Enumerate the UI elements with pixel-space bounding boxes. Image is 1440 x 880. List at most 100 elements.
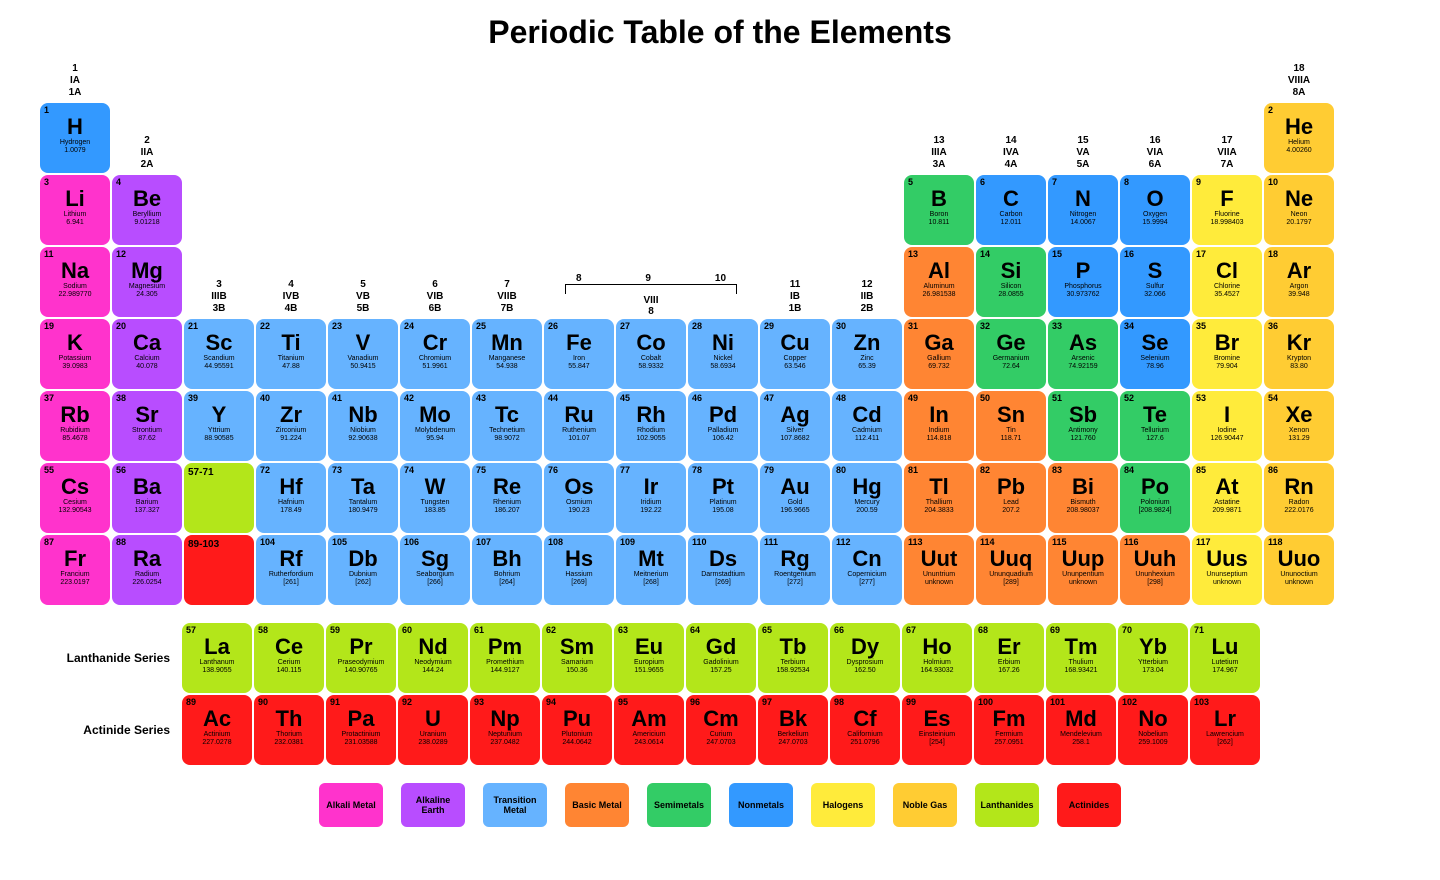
- element-name: Boron: [908, 211, 970, 219]
- element-Lr: 103LrLawrencium[262]: [1190, 695, 1260, 765]
- element-name: Plutonium: [546, 731, 608, 739]
- element-Eu: 63EuEuropium151.9655: [614, 623, 684, 693]
- element-symbol: Rf: [260, 548, 322, 570]
- element-symbol: Mn: [476, 332, 538, 354]
- series-label: Lanthanide Series: [40, 623, 180, 693]
- element-Uuh: 116UuhUnunhexium[298]: [1120, 535, 1190, 605]
- element-name: Silicon: [980, 283, 1042, 291]
- atomic-mass: 168.93421: [1050, 667, 1112, 675]
- atomic-mass: [298]: [1124, 579, 1186, 587]
- element-symbol: Cs: [44, 476, 106, 498]
- element-symbol: Uuo: [1268, 548, 1330, 570]
- element-symbol: Lu: [1194, 636, 1256, 658]
- element-symbol: Se: [1124, 332, 1186, 354]
- element-name: Lutetium: [1194, 659, 1256, 667]
- atomic-mass: 178.49: [260, 507, 322, 515]
- element-name: Francium: [44, 571, 106, 579]
- element-Re: 75ReRhenium186.207: [472, 463, 542, 533]
- element-name: Dysprosium: [834, 659, 896, 667]
- element-Ba: 56BaBarium137.327: [112, 463, 182, 533]
- element-Pb: 82PbLead207.2: [976, 463, 1046, 533]
- atomic-mass: 244.0642: [546, 739, 608, 747]
- element-symbol: Na: [44, 260, 106, 282]
- element-name: Nickel: [692, 355, 754, 363]
- element-Ce: 58CeCerium140.115: [254, 623, 324, 693]
- element-name: Oxygen: [1124, 211, 1186, 219]
- element-symbol: Fm: [978, 708, 1040, 730]
- element-symbol: Ge: [980, 332, 1042, 354]
- atomic-mass: [264]: [476, 579, 538, 587]
- atomic-mass: 47.88: [260, 363, 322, 371]
- element-symbol: Rh: [620, 404, 682, 426]
- atomic-mass: 74.92159: [1052, 363, 1114, 371]
- element-Ir: 77IrIridium192.22: [616, 463, 686, 533]
- element-name: Beryllium: [116, 211, 178, 219]
- element-Ra: 88RaRadium226.0254: [112, 535, 182, 605]
- element-Pt: 78PtPlatinum195.08: [688, 463, 758, 533]
- element-Ds: 110DsDarmstadtium[269]: [688, 535, 758, 605]
- element-name: Molybdenum: [404, 427, 466, 435]
- element-Tb: 65TbTerbium158.92534: [758, 623, 828, 693]
- atomic-mass: 54.938: [476, 363, 538, 371]
- element-name: Gold: [764, 499, 826, 507]
- atomic-mass: 18.998403: [1196, 219, 1258, 227]
- atomic-mass: 186.207: [476, 507, 538, 515]
- atomic-mass: 227.0278: [186, 739, 248, 747]
- atomic-mass: [269]: [548, 579, 610, 587]
- atomic-mass: 24.305: [116, 291, 178, 299]
- element-Po: 84PoPolonium[208.9824]: [1120, 463, 1190, 533]
- atomic-mass: 12.011: [980, 219, 1042, 227]
- atomic-mass: 118.71: [980, 435, 1042, 443]
- element-Ag: 47AgSilver107.8682: [760, 391, 830, 461]
- element-Pr: 59PrPraseodymium140.90765: [326, 623, 396, 693]
- element-symbol: Ti: [260, 332, 322, 354]
- element-name: Antimony: [1052, 427, 1114, 435]
- element-name: Fermium: [978, 731, 1040, 739]
- element-name: Germanium: [980, 355, 1042, 363]
- element-Ta: 73TaTantalum180.9479: [328, 463, 398, 533]
- element-symbol: H: [44, 116, 106, 138]
- element-Fe: 26FeIron55.847: [544, 319, 614, 389]
- atomic-mass: 157.25: [690, 667, 752, 675]
- element-symbol: S: [1124, 260, 1186, 282]
- element-Th: 90ThThorium232.0381: [254, 695, 324, 765]
- element-Br: 35BrBromine79.904: [1192, 319, 1262, 389]
- atomic-mass: 50.9415: [332, 363, 394, 371]
- atomic-mass: 69.732: [908, 363, 970, 371]
- element-Cd: 48CdCadmium112.411: [832, 391, 902, 461]
- element-name: Hafnium: [260, 499, 322, 507]
- element-name: Neodymium: [402, 659, 464, 667]
- element-symbol: V: [332, 332, 394, 354]
- element-symbol: Sm: [546, 636, 608, 658]
- range-57-71: 57-71: [184, 463, 254, 533]
- element-name: Thallium: [908, 499, 970, 507]
- atomic-mass: 121.760: [1052, 435, 1114, 443]
- element-W: 74WTungsten183.85: [400, 463, 470, 533]
- atomic-mass: 131.29: [1268, 435, 1330, 443]
- element-Pu: 94PuPlutonium244.0642: [542, 695, 612, 765]
- element-name: Radium: [116, 571, 178, 579]
- element-Mo: 42MoMolybdenum95.94: [400, 391, 470, 461]
- atomic-mass: 247.0703: [690, 739, 752, 747]
- element-symbol: Es: [906, 708, 968, 730]
- element-Pd: 46PdPalladium106.42: [688, 391, 758, 461]
- element-name: Barium: [116, 499, 178, 507]
- element-name: Protactinium: [330, 731, 392, 739]
- element-symbol: Al: [908, 260, 970, 282]
- element-name: Lithium: [44, 211, 106, 219]
- atomic-mass: 232.0381: [258, 739, 320, 747]
- element-symbol: Bi: [1052, 476, 1114, 498]
- atomic-mass: 223.0197: [44, 579, 106, 587]
- atomic-mass: 85.4678: [44, 435, 106, 443]
- atomic-mass: unknown: [1196, 579, 1258, 587]
- element-Tl: 81TlThallium204.3833: [904, 463, 974, 533]
- atomic-mass: 91.224: [260, 435, 322, 443]
- element-symbol: Sg: [404, 548, 466, 570]
- element-Es: 99EsEinsteinium[254]: [902, 695, 972, 765]
- element-Md: 101MdMendelevium258.1: [1046, 695, 1116, 765]
- element-symbol: Uuh: [1124, 548, 1186, 570]
- element-Rh: 45RhRhodium102.9055: [616, 391, 686, 461]
- element-name: Indium: [908, 427, 970, 435]
- atomic-mass: 162.50: [834, 667, 896, 675]
- element-name: Berkelium: [762, 731, 824, 739]
